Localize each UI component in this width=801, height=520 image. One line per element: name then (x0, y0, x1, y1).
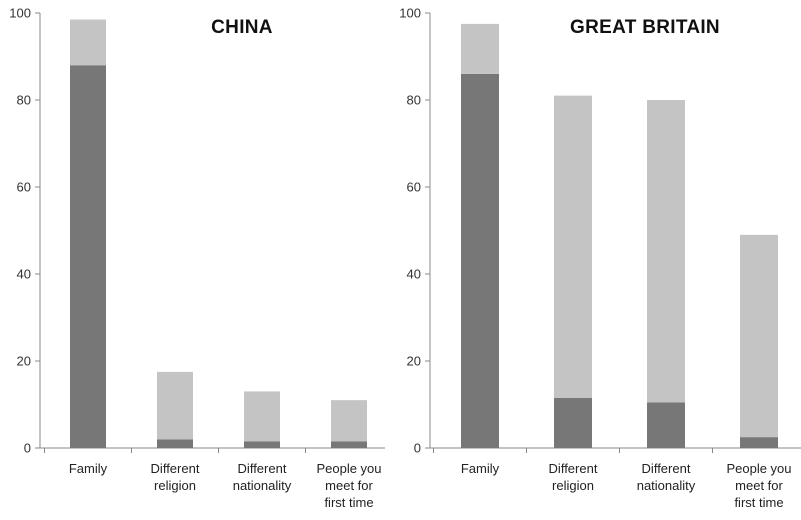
bar-segment-1 (461, 23, 499, 74)
x-category-label: Different religion (151, 461, 200, 493)
chart-panel-0: CHINA 0 20 40 60 80 100 Family Different religion… (9, 6, 385, 510)
chart-title: GREAT BRITAIN (570, 17, 720, 38)
y-tick-label: 20 (17, 354, 31, 369)
bar-segment-0 (157, 439, 193, 448)
bar-segment-0 (331, 441, 367, 448)
y-tick-label: 0 (24, 441, 31, 456)
x-category-label: Family (461, 461, 500, 476)
y-tick-label: 100 (9, 6, 31, 21)
x-category-label: Different nationality (637, 461, 696, 493)
chart-title: CHINA (211, 17, 273, 38)
bar-segment-1 (647, 100, 685, 403)
bar-segment-1 (331, 400, 367, 442)
bar-segment-1 (244, 391, 280, 442)
y-tick-label: 60 (17, 180, 31, 195)
bar-segment-0 (740, 437, 778, 448)
x-category-label: Different religion (549, 461, 598, 493)
y-tick-label: 0 (414, 441, 421, 456)
chart-panel-1: GREAT BRITAIN 0 20 40 60 80 100 Family Different… (399, 6, 801, 510)
y-tick-label: 80 (17, 93, 31, 108)
bar-segment-0 (554, 397, 592, 448)
x-category-label: Different nationality (233, 461, 292, 493)
bar-segment-1 (70, 19, 106, 66)
x-category-label: People you meet for first time (726, 461, 791, 510)
bar-segment-1 (554, 95, 592, 398)
bar-segment-0 (70, 65, 106, 448)
bar-segment-1 (740, 234, 778, 438)
y-tick-label: 80 (407, 93, 421, 108)
y-tick-label: 40 (17, 267, 31, 282)
bar-segment-0 (647, 402, 685, 448)
x-category-label: Family (69, 461, 108, 476)
bar-segment-0 (461, 73, 499, 449)
bar-segment-0 (244, 441, 280, 448)
x-category-label: People you meet for first time (316, 461, 381, 510)
y-tick-label: 20 (407, 354, 421, 369)
y-tick-label: 40 (407, 267, 421, 282)
bar-segment-1 (157, 371, 193, 440)
y-tick-label: 60 (407, 180, 421, 195)
y-tick-label: 100 (399, 6, 421, 21)
